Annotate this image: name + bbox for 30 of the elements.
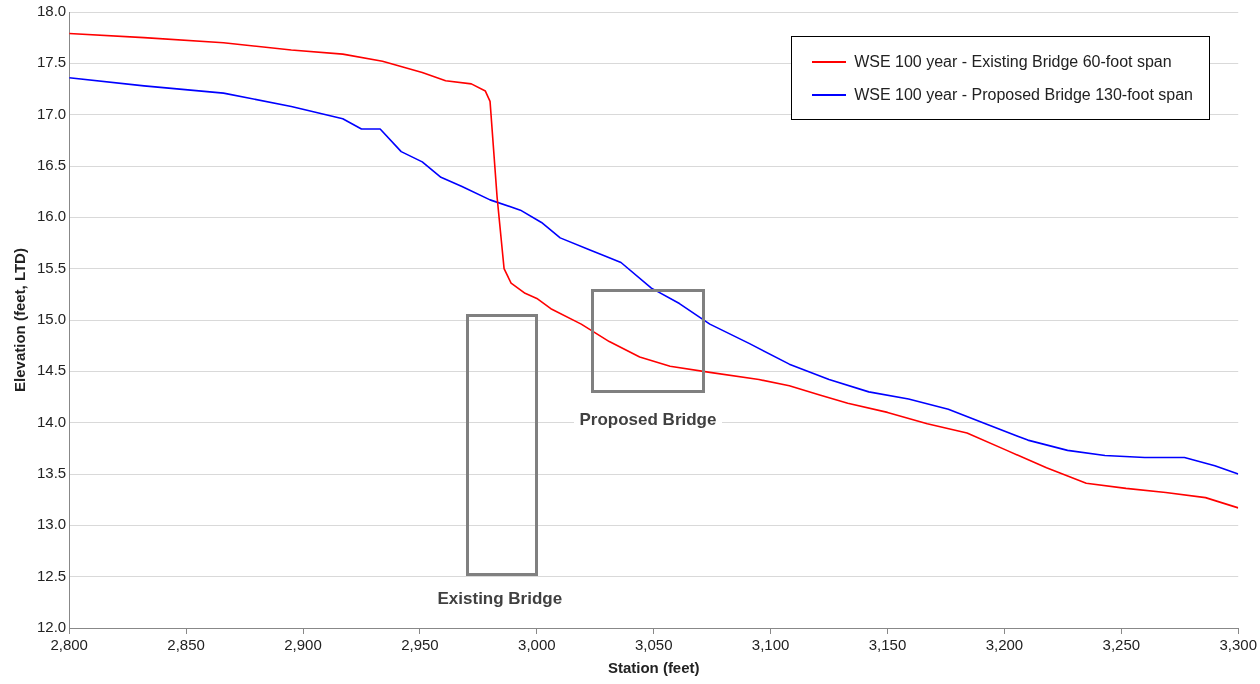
y-tick-label: 14.5	[36, 361, 67, 379]
y-tick-label: 16.0	[36, 207, 67, 225]
x-tick-label: 2,850	[167, 636, 205, 654]
x-tick-label: 2,950	[401, 636, 439, 654]
y-tick-label: 14.0	[36, 412, 67, 430]
annotation: Proposed Bridge	[573, 409, 723, 431]
x-tick-label: 3,200	[985, 636, 1024, 654]
x-tick-label: 2,900	[284, 636, 322, 654]
x-tick-label: 3,300	[1219, 636, 1258, 654]
y-tick-label: 15.0	[36, 310, 67, 328]
x-tick-label: 3,050	[634, 636, 673, 654]
x-tick-label: 3,100	[751, 636, 790, 654]
y-tick-label: 17.5	[36, 53, 67, 71]
x-tick-label: 3,250	[1102, 636, 1141, 654]
y-tick-label: 13.0	[36, 515, 67, 533]
y-tick-label: 12.0	[36, 618, 67, 636]
legend-label: WSE 100 year - Proposed Bridge 130-foot span	[854, 85, 1193, 104]
x-tick-label: 2,800	[50, 636, 88, 654]
y-tick-label: 15.5	[36, 258, 67, 276]
y-tick-label: 17.0	[36, 104, 67, 122]
x-tick-label: 3,000	[518, 636, 556, 654]
annotation: Existing Bridge	[431, 588, 569, 610]
x-tick-label: 3,150	[868, 636, 907, 654]
y-tick-label: 16.5	[36, 156, 67, 174]
y-tick-label: 13.5	[36, 464, 67, 482]
y-tick-label: 12.5	[36, 566, 67, 584]
x-axis-title: Station (feet)	[607, 659, 700, 677]
y-axis-title: Elevation (feet, LTD)	[11, 248, 29, 392]
legend-label: WSE 100 year - Existing Bridge 60-foot span	[854, 52, 1172, 71]
y-tick-label: 18.0	[36, 2, 67, 20]
